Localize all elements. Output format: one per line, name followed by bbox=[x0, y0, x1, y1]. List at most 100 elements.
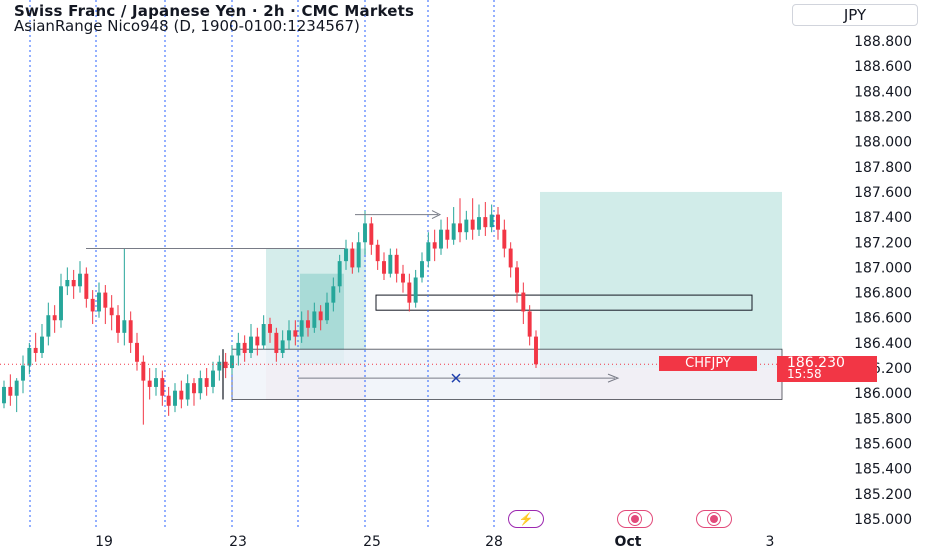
candle-body bbox=[204, 378, 209, 387]
candle-body bbox=[363, 223, 367, 243]
candle-body bbox=[280, 340, 285, 353]
candle-body bbox=[394, 254, 399, 274]
dividend-dot bbox=[631, 515, 639, 523]
y-tick-label: 187.000 bbox=[854, 260, 912, 276]
y-tick-label: 188.200 bbox=[854, 109, 912, 125]
candle-body bbox=[432, 242, 437, 249]
candle-body bbox=[287, 330, 291, 341]
candle-body bbox=[109, 307, 114, 316]
candle-body bbox=[40, 336, 44, 353]
x-tick-label: 28 bbox=[485, 534, 503, 550]
candle-body bbox=[8, 386, 13, 396]
candle-body bbox=[337, 261, 342, 287]
candle-body bbox=[154, 378, 158, 387]
x-tick-label: 25 bbox=[363, 534, 381, 550]
candle-body bbox=[527, 311, 532, 337]
y-tick-label: 187.800 bbox=[854, 160, 912, 176]
y-tick-label: 186.400 bbox=[854, 336, 912, 352]
y-tick-label: 185.600 bbox=[854, 437, 912, 453]
x-tick-label: 19 bbox=[95, 534, 113, 550]
candle-body bbox=[21, 365, 25, 381]
candle-body bbox=[230, 355, 234, 369]
y-tick-label: 188.800 bbox=[854, 34, 912, 50]
candle-body bbox=[369, 223, 374, 245]
candle-body bbox=[508, 248, 513, 268]
candle-body bbox=[445, 229, 450, 240]
cross-marker bbox=[451, 373, 461, 383]
candle-body bbox=[192, 383, 196, 394]
candle-body bbox=[502, 229, 507, 249]
candle-body bbox=[407, 282, 412, 303]
candle-body bbox=[274, 332, 279, 353]
candle-body bbox=[116, 315, 120, 333]
y-tick-label: 187.400 bbox=[854, 210, 912, 226]
candle-body bbox=[173, 390, 177, 406]
chart-title: Swiss Franc / Japanese Yen · 2h · CMC Ma… bbox=[14, 2, 415, 20]
candle-body bbox=[27, 347, 32, 366]
candle-body bbox=[160, 378, 165, 396]
candle-body bbox=[496, 214, 500, 230]
lightning-icon[interactable]: ⚡ bbox=[508, 510, 544, 528]
candle-body bbox=[217, 361, 222, 371]
candle-body bbox=[236, 342, 241, 356]
range-box bbox=[375, 294, 753, 311]
arrow-head bbox=[431, 210, 442, 220]
candle-body bbox=[350, 248, 355, 268]
candle-body bbox=[375, 244, 380, 262]
candle-body bbox=[223, 361, 228, 369]
candle-body bbox=[84, 273, 89, 299]
dividend-icon[interactable] bbox=[617, 510, 653, 528]
candle-body bbox=[413, 277, 418, 303]
tp-zone-2 bbox=[540, 191, 782, 369]
candle-body bbox=[52, 315, 57, 321]
price-tag: CHFJPY 186.230 15:58 bbox=[659, 356, 917, 382]
candle-body bbox=[299, 320, 304, 337]
candle-body bbox=[255, 336, 260, 346]
candle-body bbox=[483, 217, 488, 228]
candle-body bbox=[382, 261, 386, 274]
candle-body bbox=[331, 286, 336, 303]
candle-body bbox=[166, 395, 171, 406]
candle-body bbox=[420, 261, 424, 278]
candle-body bbox=[59, 286, 63, 321]
candle-body bbox=[261, 324, 266, 346]
y-tick-label: 185.000 bbox=[854, 512, 912, 528]
candle-body bbox=[268, 324, 272, 333]
candle-body bbox=[103, 292, 108, 308]
y-tick-label: 185.800 bbox=[854, 411, 912, 427]
x-tick-label: 23 bbox=[229, 534, 247, 550]
candle-body bbox=[451, 223, 456, 240]
candle-body bbox=[312, 311, 317, 328]
indicator-legend[interactable]: AsianRange Nico948 (D, 1900-0100:1234567… bbox=[14, 17, 360, 35]
candle-body bbox=[78, 273, 82, 287]
candle-body bbox=[90, 298, 95, 312]
candle-body bbox=[293, 330, 298, 337]
y-tick-label: 188.000 bbox=[854, 135, 912, 151]
candle-body bbox=[388, 254, 393, 274]
currency-selector[interactable]: JPY bbox=[792, 4, 918, 26]
candle-body bbox=[65, 280, 70, 287]
dividend-icon[interactable] bbox=[696, 510, 732, 528]
x-tick-label: 3 bbox=[766, 534, 775, 550]
candle-body bbox=[71, 280, 76, 287]
candle-body bbox=[325, 302, 329, 321]
candle-body bbox=[401, 273, 405, 283]
candle-body bbox=[198, 378, 203, 394]
candle-body bbox=[122, 320, 127, 333]
candle-body bbox=[128, 320, 133, 343]
x-tick-label: Oct bbox=[615, 534, 642, 550]
candle-body bbox=[470, 219, 475, 230]
lightning-glyph: ⚡ bbox=[518, 512, 534, 526]
candle-body bbox=[135, 342, 139, 362]
candle-body bbox=[489, 214, 494, 228]
candle-body bbox=[439, 229, 443, 249]
y-tick-label: 187.200 bbox=[854, 235, 912, 251]
candle-body bbox=[14, 380, 19, 396]
candle-body bbox=[2, 386, 6, 404]
y-tick-label: 185.400 bbox=[854, 462, 912, 478]
y-tick-label: 188.400 bbox=[854, 84, 912, 100]
bar-countdown: 15:58 bbox=[787, 367, 822, 381]
candle-body bbox=[306, 320, 310, 328]
